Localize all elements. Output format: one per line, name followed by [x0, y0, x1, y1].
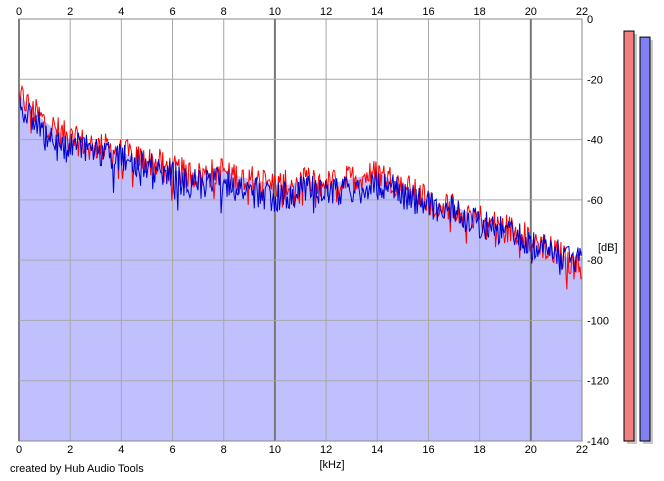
x-tick-labels-top: 0 2 4 6 8 10 12 14 16 18 20 22 [16, 6, 588, 18]
x-tick-label-bottom: 12 [320, 444, 332, 456]
x-tick-label-top: 6 [169, 6, 175, 18]
plot-frame [18, 18, 583, 442]
series-lines [18, 84, 583, 290]
y-tick-label: -120 [587, 376, 609, 388]
level-meters [623, 30, 653, 445]
x-tick-label-bottom: 2 [67, 444, 73, 456]
x-tick-label-top: 2 [67, 6, 73, 18]
series-line-2 [18, 90, 583, 275]
x-tick-label-bottom: 18 [474, 444, 486, 456]
x-axis-label: [kHz] [319, 459, 344, 471]
x-tick-label-top: 12 [320, 6, 332, 18]
x-tick-label-top: 20 [525, 6, 537, 18]
y-tick-label: -100 [587, 315, 609, 327]
x-tick-label-bottom: 10 [269, 444, 281, 456]
x-tick-label-top: 10 [269, 6, 281, 18]
y-tick-label: 0 [587, 14, 593, 26]
x-tick-label-bottom: 20 [525, 444, 537, 456]
y-axis-label: [dB] [598, 242, 618, 254]
y-tick-label: -40 [587, 135, 603, 147]
x-tick-label-top: 14 [371, 6, 383, 18]
series-line-1 [18, 84, 583, 290]
x-tick-label-bottom: 0 [16, 444, 22, 456]
x-tick-label-bottom: 16 [422, 444, 434, 456]
level-meter-bar [623, 30, 635, 442]
x-tick-labels-bottom: 0 2 4 6 8 10 12 14 16 18 20 22 [16, 444, 588, 456]
fill-area [19, 94, 582, 442]
y-tick-label: -20 [587, 74, 603, 86]
x-tick-label-bottom: 22 [576, 444, 588, 456]
y-tick-label: -60 [587, 195, 603, 207]
level-meter-bar [639, 36, 651, 442]
x-tick-label-bottom: 4 [118, 444, 124, 456]
x-tick-label-top: 8 [221, 6, 227, 18]
x-tick-label-top: 4 [118, 6, 124, 18]
x-tick-label-top: 18 [474, 6, 486, 18]
spectrum-fill-area [19, 94, 582, 442]
x-tick-label-bottom: 8 [221, 444, 227, 456]
y-tick-label: -140 [587, 436, 609, 448]
y-tick-labels: 0 -20 -40 -60 -80 -100 -120 -140 [587, 14, 609, 448]
x-tick-label-top: 16 [422, 6, 434, 18]
x-tick-label-top: 0 [16, 6, 22, 18]
y-tick-label: -80 [587, 255, 603, 267]
x-tick-label-top: 22 [576, 6, 588, 18]
x-tick-label-bottom: 6 [169, 444, 175, 456]
x-tick-label-bottom: 14 [371, 444, 383, 456]
credit-text: created by Hub Audio Tools [10, 463, 144, 475]
